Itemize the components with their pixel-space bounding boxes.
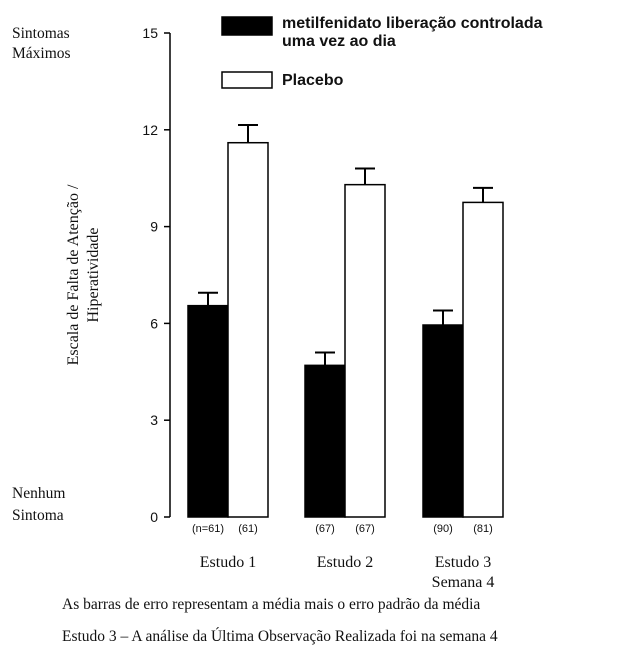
category-label: Estudo 1 [200,554,256,571]
bar [187,304,229,518]
legend-label: uma vez ao dia [282,33,396,50]
y-axis-title-line: Hiperatividade [85,227,102,322]
legend-swatch [221,16,273,36]
bar [344,183,386,518]
legend-swatch [221,71,273,89]
n-label: (n=61) [192,523,224,535]
y-tick-label: 12 [142,122,158,138]
y-tick-label: 0 [150,509,158,525]
bar [227,141,269,518]
max-symptoms-label: Máximos [12,45,71,62]
no-symptoms-label: Sintoma [12,507,64,524]
y-axis-extreme-labels: Sintomas Máximos Nenhum Sintoma [12,25,71,524]
bar [422,324,464,518]
n-label: (90) [433,523,453,535]
caption-study-3: Estudo 3 – A análise da Última Observaçã… [62,628,498,645]
y-axis-label: Escala de Falta de Atenção / Hiperativida… [65,184,102,365]
n-label: (67) [315,523,335,535]
legend-label: Placebo [282,72,344,89]
caption-error-bars: As barras de erro representam a média ma… [62,596,481,613]
category-label: Estudo 3 [435,554,491,571]
category-labels: Estudo 1 Estudo 2 Estudo 3 Semana 4 [200,554,495,591]
no-symptoms-label: Nenhum [12,485,65,502]
bar [304,364,346,518]
max-symptoms-label: Sintomas [12,25,70,42]
y-axis-title: Escala de Falta de Atenção / Hiperativida… [65,184,102,365]
bars [187,123,504,518]
n-label: (81) [473,523,493,535]
legend-label: metilfenidato liberação controlada [282,15,543,32]
sample-size-labels: (n=61) (67) (90) (61) (67) (81) [192,523,493,535]
y-tick-label: 6 [150,315,158,331]
bar [462,201,504,518]
y-axis-title-line: Escala de Falta de Atenção / [65,184,82,365]
y-tick-label: 15 [142,25,158,41]
category-label: Semana 4 [432,574,495,591]
category-label: Estudo 2 [317,554,373,571]
n-label: (61) [238,523,258,535]
y-tick-label: 9 [150,219,158,235]
y-tick-label: 3 [150,412,158,428]
n-label: (67) [355,523,375,535]
y-axis: 0 3 6 9 12 15 [142,25,171,525]
